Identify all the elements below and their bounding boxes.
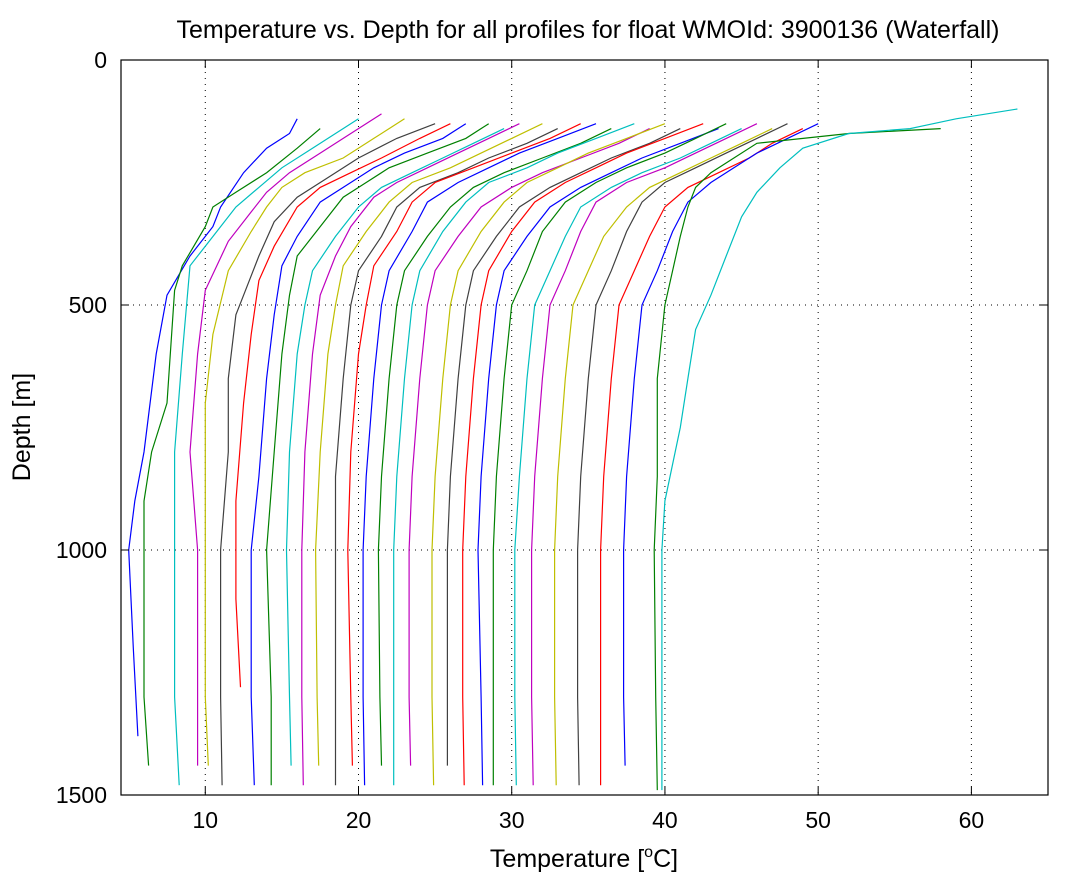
profile-line-14 [347, 123, 581, 766]
profile-line-16 [377, 128, 612, 766]
profile-line-8 [250, 123, 467, 786]
x-tick-label-40: 40 [652, 807, 678, 833]
profile-line-30 [653, 128, 941, 791]
profile-line-26 [553, 128, 773, 786]
profile-line-11 [301, 123, 520, 786]
x-axis-label-main: Temperature [ [490, 845, 644, 873]
profile-line-2 [143, 128, 321, 766]
profile-line-19 [431, 123, 666, 786]
y-tick-labels: 0 500 1000 1500 [56, 47, 107, 808]
profile-line-6 [220, 123, 436, 786]
profile-line-3 [174, 118, 359, 786]
profile-line-25 [530, 123, 758, 786]
profile-line-27 [576, 123, 788, 786]
x-tick-label-50: 50 [805, 807, 831, 833]
x-tick-label-30: 30 [499, 807, 525, 833]
profile-line-1 [128, 118, 298, 737]
profile-line-28 [599, 128, 804, 786]
tick-marks [121, 59, 1048, 796]
plot-frame [120, 59, 1049, 796]
profile-line-23 [492, 123, 727, 786]
y-tick-label-0: 0 [94, 47, 107, 73]
profile-line-20 [446, 128, 681, 766]
x-tick-label-20: 20 [346, 807, 372, 833]
x-axis-label-degree: o [644, 844, 653, 861]
profile-line-17 [393, 123, 635, 786]
profile-line-29 [622, 123, 819, 766]
chart-title: Temperature vs. Depth for all profiles f… [176, 16, 999, 44]
x-axis-label: Temperature [oC] [490, 844, 678, 873]
profile-line-31 [661, 108, 1018, 791]
profile-line-22 [477, 128, 719, 786]
profile-line-7 [235, 123, 451, 688]
profile-line-15 [362, 123, 597, 786]
profile-line-24 [514, 128, 742, 786]
profile-line-5 [204, 118, 405, 766]
x-tick-label-10: 10 [192, 807, 218, 833]
x-axis-label-unit: C] [653, 845, 678, 873]
profile-line-4 [189, 113, 382, 766]
profile-line-21 [462, 123, 704, 786]
profile-series [128, 108, 1018, 791]
y-tick-label-1500: 1500 [56, 782, 107, 808]
y-tick-label-1000: 1000 [56, 537, 107, 563]
profile-line-9 [265, 123, 490, 786]
x-tick-labels: 10 20 30 40 50 60 [192, 807, 984, 833]
y-tick-label-500: 500 [69, 292, 107, 318]
x-tick-label-60: 60 [959, 807, 985, 833]
profile-line-10 [285, 128, 505, 766]
profile-line-13 [334, 128, 558, 786]
profile-line-12 [314, 123, 543, 766]
y-axis-label: Depth [m] [8, 373, 36, 481]
